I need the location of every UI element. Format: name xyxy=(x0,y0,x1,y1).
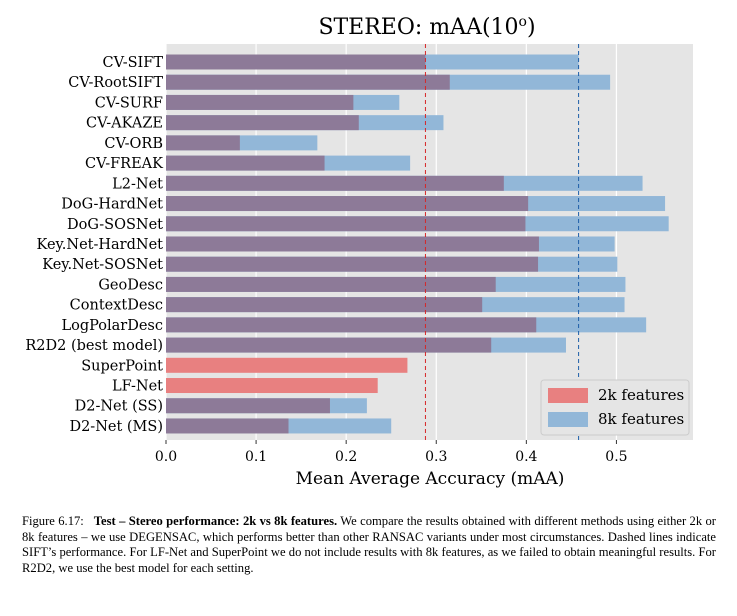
bar-2k-1 xyxy=(166,74,450,90)
category-label: Key.Net-SOSNet xyxy=(42,257,163,273)
bar-2k-3 xyxy=(166,115,359,131)
category-label: CV-FREAK xyxy=(85,156,164,172)
bar-2k-10 xyxy=(166,256,539,272)
category-label: CV-SURF xyxy=(95,95,163,111)
chart: STEREO: mAA(10o) CV-SIFT CV-RootSIFT CV-SU… xyxy=(25,14,693,489)
category-label: R2D2 (best model) xyxy=(25,338,163,354)
caption-body: We compare the results obtained with dif… xyxy=(22,514,716,575)
x-tick-label: 0.2 xyxy=(335,449,357,465)
bar-2k-13 xyxy=(166,317,537,333)
legend: 2k features 8k features xyxy=(540,379,690,436)
category-label: DoG-SOSNet xyxy=(67,217,163,233)
bar-2k-4 xyxy=(166,135,240,151)
figure-label: Figure 6.17: xyxy=(22,514,84,528)
category-labels: CV-SIFT CV-RootSIFT CV-SURF CV-AKAZE CV-ORB C… xyxy=(25,55,164,435)
x-axis-label: Mean Average Accuracy (mAA) xyxy=(296,469,565,489)
bar-2k-14 xyxy=(166,337,492,353)
legend-label-8k: 8k features xyxy=(598,410,684,428)
bars xyxy=(166,54,669,434)
category-label: LF-Net xyxy=(112,379,163,395)
bar-2k-15 xyxy=(166,357,408,373)
category-label: CV-ORB xyxy=(104,136,163,152)
x-tick-label: 0.4 xyxy=(515,449,537,465)
caption-title: Test – Stereo performance: 2k vs 8k feat… xyxy=(93,514,338,528)
category-label: GeoDesc xyxy=(98,277,163,293)
legend-label-2k: 2k features xyxy=(598,386,684,404)
category-label: SuperPoint xyxy=(81,358,163,374)
bar-2k-6 xyxy=(166,175,504,191)
category-label: L2-Net xyxy=(112,176,163,192)
x-tick-label: 0.5 xyxy=(605,449,627,465)
chart-title: STEREO: mAA(10o) xyxy=(318,14,535,40)
category-label: DoG-HardNet xyxy=(61,197,163,213)
category-label: D2-Net (SS) xyxy=(75,399,163,415)
x-tick-label: 0.3 xyxy=(425,449,447,465)
category-label: D2-Net (MS) xyxy=(69,419,163,435)
legend-swatch-8k xyxy=(548,412,588,427)
legend-swatch-2k xyxy=(548,388,588,403)
category-label: CV-AKAZE xyxy=(86,116,163,132)
bar-2k-7 xyxy=(166,196,529,212)
bar-2k-18 xyxy=(166,418,289,434)
bar-2k-2 xyxy=(166,94,354,110)
bar-2k-8 xyxy=(166,216,526,232)
x-tick-label: 0.1 xyxy=(245,449,267,465)
category-label: Key.Net-HardNet xyxy=(37,237,164,253)
category-label: CV-SIFT xyxy=(102,55,163,71)
bar-2k-11 xyxy=(166,276,496,292)
category-label: ContextDesc xyxy=(70,298,163,314)
bar-2k-17 xyxy=(166,398,330,414)
bar-2k-5 xyxy=(166,155,325,171)
figure-caption: Figure 6.17: Test – Stereo performance: 2… xyxy=(22,514,716,576)
bar-2k-0 xyxy=(166,54,426,70)
bar-2k-9 xyxy=(166,236,539,252)
category-label: CV-RootSIFT xyxy=(68,75,163,91)
category-label: LogPolarDesc xyxy=(61,318,163,334)
bar-2k-16 xyxy=(166,378,378,394)
x-ticks: 0.0 0.1 0.2 0.3 0.4 0.5 xyxy=(155,440,628,465)
x-tick-label: 0.0 xyxy=(155,449,177,465)
reference-lines xyxy=(424,44,580,440)
bar-2k-12 xyxy=(166,297,483,313)
